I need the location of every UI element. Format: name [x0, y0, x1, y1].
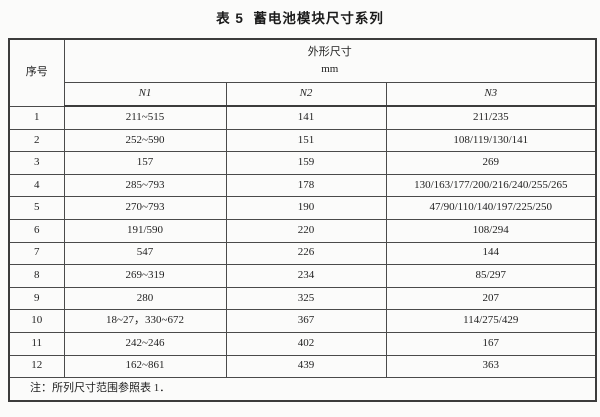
table-row: 12 162~861 439 363 [8, 354, 597, 379]
cell-n3: 269 [385, 151, 597, 175]
cell-serial: 10 [8, 309, 65, 333]
cell-n1: 18~27，330~672 [63, 309, 227, 333]
table-row: 1 211~515 141 211/235 [8, 105, 597, 130]
cell-n2: 234 [225, 264, 387, 288]
cell-n2: 367 [225, 309, 387, 333]
cell-serial: 3 [8, 151, 65, 175]
cell-n2: 141 [225, 105, 387, 130]
cell-n1: 269~319 [63, 264, 227, 288]
cell-n2: 226 [225, 241, 387, 266]
cell-serial: 5 [8, 196, 65, 220]
cell-n2: 159 [225, 151, 387, 175]
cell-n2: 220 [225, 218, 387, 243]
column-header-n2: N2 [225, 82, 387, 107]
table-row: 6 191/590 220 108/294 [8, 218, 597, 243]
note-row: 注：所列尺寸范围参照表 1． [8, 377, 597, 402]
table-row: 10 18~27，330~672 367 114/275/429 [8, 309, 597, 333]
cell-serial: 6 [8, 218, 65, 243]
cell-serial: 9 [8, 286, 65, 311]
cell-n3: 108/294 [385, 218, 597, 243]
cell-serial: 2 [8, 128, 65, 153]
header-row-top: 序号 外形尺寸 mm [8, 38, 597, 107]
cell-n2: 151 [225, 128, 387, 153]
table-row: 11 242~246 402 167 [8, 331, 597, 356]
table-note: 注：所列尺寸范围参照表 1． [8, 377, 597, 402]
cell-serial: 1 [8, 105, 65, 130]
cell-serial: 4 [8, 173, 65, 198]
column-header-n3: N3 [385, 82, 597, 107]
cell-n2: 178 [225, 173, 387, 198]
cell-serial: 11 [8, 331, 65, 356]
unit-label: mm [321, 63, 339, 75]
dimensions-label: 外形尺寸 [307, 46, 352, 58]
cell-n3: 363 [385, 354, 597, 379]
cell-n3: 144 [385, 241, 597, 266]
cell-n3: 207 [385, 286, 597, 311]
table-row: 4 285~793 178 130/163/177/200/216/240/25… [8, 173, 597, 198]
table-row: 2 252~590 151 108/119/130/141 [8, 128, 597, 153]
cell-serial: 12 [8, 354, 65, 379]
column-header-n1: N1 [63, 82, 227, 107]
cell-n3: 108/119/130/141 [385, 128, 597, 153]
battery-module-dimension-table: 序号 外形尺寸 mm N1 N2 N3 1 211~515 141 211/23… [8, 38, 598, 403]
cell-n1: 242~246 [63, 331, 227, 356]
table-row: 3 157 159 269 [8, 151, 597, 175]
cell-n1: 252~590 [63, 128, 227, 153]
table-row: 5 270~793 190 47/90/110/140/197/225/250 [8, 196, 597, 220]
cell-n3: 211/235 [385, 105, 597, 130]
column-header-serial: 序号 [8, 38, 65, 107]
cell-n2: 190 [225, 196, 387, 220]
cell-n3: 167 [385, 331, 597, 356]
cell-n3: 47/90/110/140/197/225/250 [385, 196, 597, 220]
table-row: 9 280 325 207 [8, 286, 597, 311]
cell-n1: 157 [63, 151, 227, 175]
cell-n1: 270~793 [63, 196, 227, 220]
cell-n2: 439 [225, 354, 387, 379]
column-header-dimensions: 外形尺寸 mm [63, 38, 597, 83]
table-title: 表 5 蓄电池模块尺寸系列 [216, 11, 384, 26]
table-row: 8 269~319 234 85/297 [8, 264, 597, 288]
table-row: 7 547 226 144 [8, 241, 597, 266]
cell-n2: 325 [225, 286, 387, 311]
header-row-sub: N1 N2 N3 [9, 82, 597, 107]
cell-n1: 211~515 [63, 105, 227, 130]
cell-serial: 7 [8, 241, 65, 266]
cell-n1: 162~861 [63, 354, 227, 379]
cell-n3: 85/297 [385, 264, 597, 288]
cell-n2: 402 [225, 331, 387, 356]
cell-n3: 114/275/429 [385, 309, 597, 333]
cell-n1: 547 [63, 241, 227, 266]
cell-n3: 130/163/177/200/216/240/255/265 [385, 173, 597, 198]
cell-n1: 191/590 [63, 218, 227, 243]
cell-serial: 8 [8, 264, 65, 288]
cell-n1: 285~793 [63, 173, 227, 198]
cell-n1: 280 [63, 286, 227, 311]
